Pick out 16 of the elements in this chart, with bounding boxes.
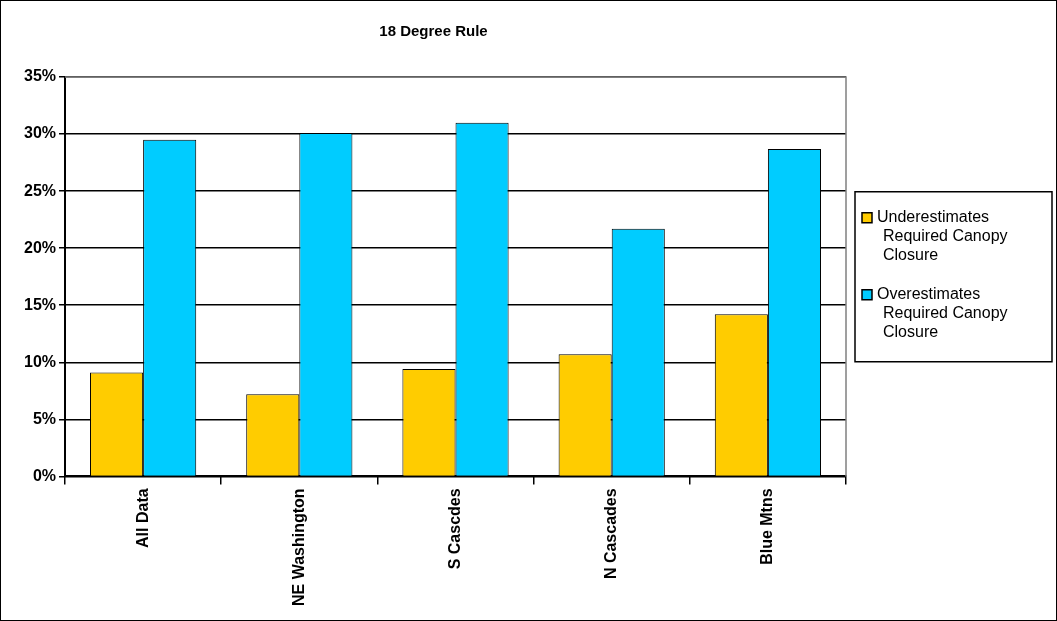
y-tick-label: 20% [23,238,57,256]
x-tick-label: N Cascades [602,488,620,580]
x-tick-label: Blue Mtns [758,488,776,565]
y-tick-label: 10% [23,352,57,370]
y-tick-label: 0% [32,466,57,484]
y-tick-label: 15% [23,295,57,313]
y-tick-label: 25% [23,181,57,199]
legend-label: Overestimates Required Canopy Closure [877,285,1008,341]
legend-label: Underestimates Required Canopy Closure [877,208,1008,264]
x-tick-label: All Data [133,488,151,548]
y-tick-label: 30% [23,124,57,142]
x-tick-label: NE Washington [289,488,307,607]
chart-title: 18 Degree Rule [379,22,488,40]
x-tick-label: S Cascdes [445,488,463,570]
y-tick-label: 5% [32,409,57,427]
y-tick-label: 35% [23,67,57,85]
